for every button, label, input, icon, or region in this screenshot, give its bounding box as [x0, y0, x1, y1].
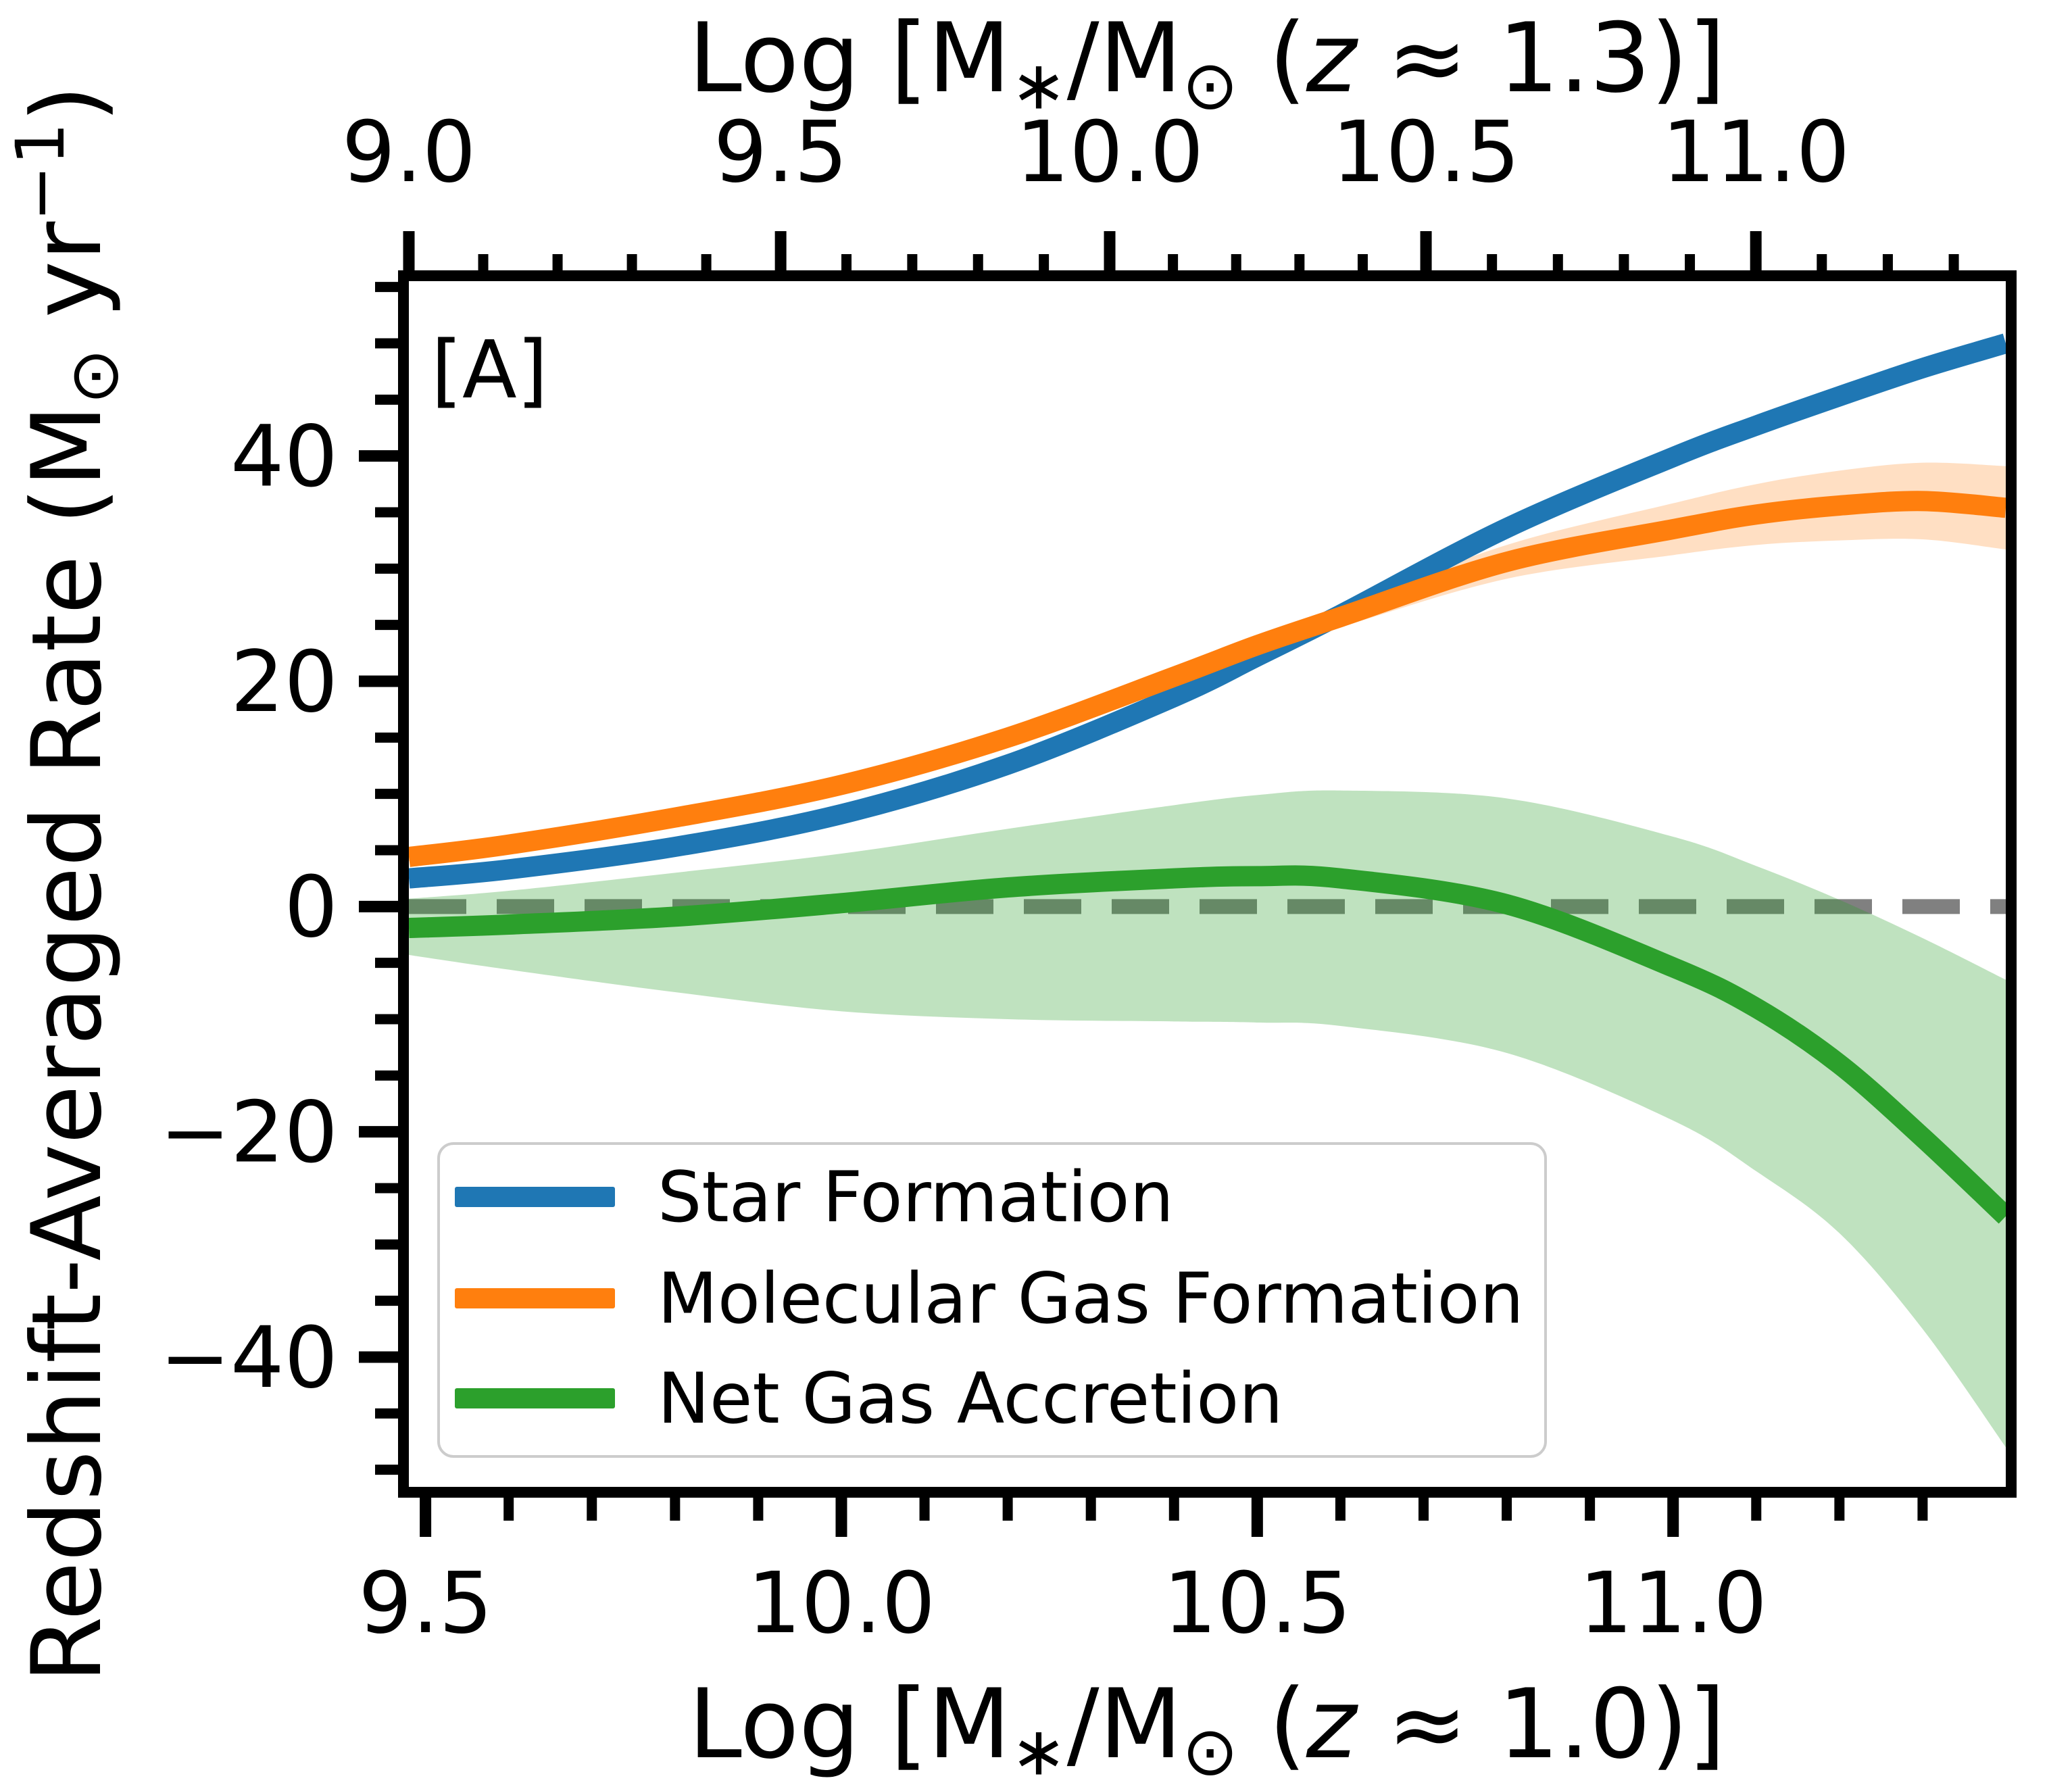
x-tick-label-top: 10.5 [1332, 103, 1520, 201]
legend-swatch-star-formation [455, 1187, 615, 1207]
x-tick-label-top: 10.0 [1016, 103, 1204, 201]
legend-label-star-formation: Star Formation [658, 1157, 1174, 1238]
legend-swatch-net-gas-accretion [455, 1388, 615, 1408]
x-tick-label-top: 9.5 [714, 103, 848, 201]
legend-swatch-molecular-gas-formation [455, 1288, 615, 1308]
axis-ticks [359, 231, 1959, 1537]
legend-box [437, 1142, 1547, 1458]
y-tick-label: 0 [284, 858, 338, 956]
x-tick-label-bottom: 10.5 [1163, 1554, 1351, 1652]
y-tick-label: 20 [230, 633, 338, 731]
net-gas-accretion-uncertainty-band [409, 790, 2006, 1448]
legend-label-molecular-gas-formation: Molecular Gas Formation [658, 1258, 1524, 1340]
y-tick-label: −20 [159, 1083, 338, 1181]
legend: Star Formation Molecular Gas Formation Net… [437, 1142, 1547, 1458]
y-tick-label: −40 [159, 1309, 338, 1407]
x-tick-label-bottom: 11.0 [1579, 1554, 1767, 1652]
axis-tick-labels: 9.5 10.0 10.5 11.0 9.0 9.5 10.0 10.5 11.0 40 20 0 −2… [159, 103, 1850, 1652]
x-axis-label-bottom: Log [M∗/M⊙ (z ≈ 1.0)] [689, 1669, 1726, 1788]
x-tick-label-bottom: 10.0 [747, 1554, 935, 1652]
star-formation-line [409, 333, 2006, 889]
plot-area [409, 333, 2006, 1448]
panel-label: [A] [431, 323, 548, 416]
y-axis-label: Redshift-Averaged Rate (M⊙ yr−1) [2, 85, 134, 1683]
x-tick-label-top: 11.0 [1662, 103, 1850, 201]
axes-frame [398, 270, 2017, 1498]
molecular-gas-formation-line [409, 491, 2006, 867]
x-tick-label-bottom: 9.5 [358, 1554, 493, 1652]
x-axis-label-top: Log [M∗/M⊙ (z ≈ 1.3)] [689, 3, 1726, 125]
net-gas-accretion-line [409, 865, 2006, 1224]
x-tick-label-top: 9.0 [342, 103, 476, 201]
y-tick-label: 40 [230, 408, 338, 506]
legend-label-net-gas-accretion: Net Gas Accretion [658, 1358, 1283, 1440]
